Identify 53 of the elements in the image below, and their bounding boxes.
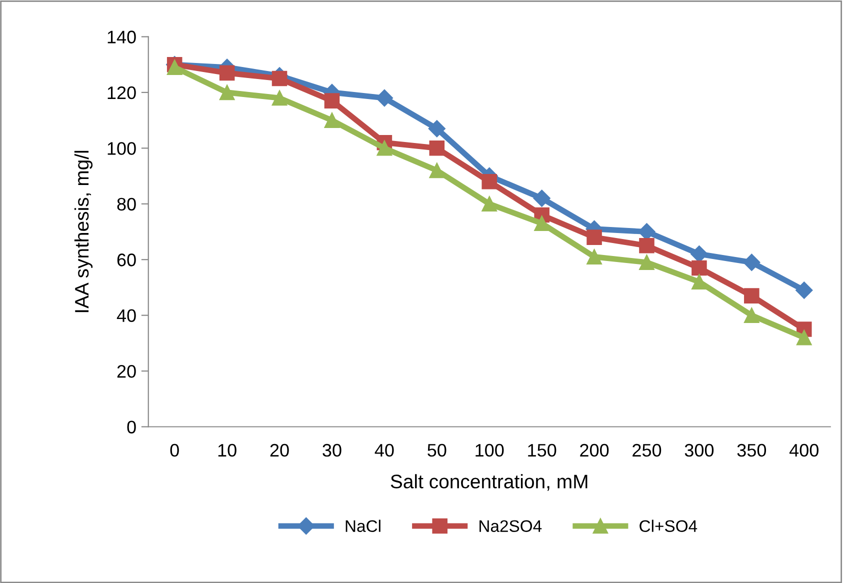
x-tick-label: 400	[789, 444, 818, 457]
y-tick-label: 20	[117, 364, 136, 378]
y-tick-label: 80	[117, 198, 136, 211]
legend-label: NaCl	[346, 520, 380, 532]
point	[796, 330, 812, 346]
x-tick-label: 30	[322, 444, 342, 457]
point	[272, 90, 288, 106]
point	[219, 65, 235, 81]
x-tick-label: 40	[374, 444, 394, 457]
point	[324, 93, 340, 108]
point	[692, 274, 707, 290]
x-tick-label: 50	[428, 444, 446, 457]
x-tick-label: 100	[476, 444, 504, 457]
point	[429, 162, 445, 178]
y-axis-title: IAA synthesis, mg/l	[74, 150, 93, 312]
point	[324, 112, 340, 128]
x-tick-label: 250	[632, 444, 662, 457]
x-tick-label: 200	[580, 444, 609, 457]
point	[428, 120, 446, 138]
point	[166, 60, 182, 76]
point	[376, 89, 393, 107]
y-tick-label: 40	[116, 309, 136, 322]
point	[219, 84, 235, 100]
point	[376, 140, 392, 156]
x-tick-label: 20	[270, 444, 289, 457]
point	[429, 140, 445, 156]
point	[744, 308, 760, 323]
y-tick-label: 120	[108, 86, 136, 100]
point	[743, 254, 760, 271]
point	[796, 282, 813, 299]
x-tick-label: 0	[170, 444, 179, 457]
point	[533, 190, 550, 207]
x-tick-label: 150	[528, 444, 556, 457]
point	[692, 260, 707, 276]
y-tick-label: 100	[108, 142, 136, 155]
point	[482, 174, 497, 190]
legend-label: Na2SO4	[480, 520, 542, 532]
point	[639, 254, 654, 270]
point	[534, 216, 550, 232]
x-tick-label: 10	[218, 444, 236, 457]
point	[639, 238, 654, 254]
point	[586, 249, 602, 264]
y-tick-label: 140	[108, 30, 136, 44]
point	[744, 288, 760, 304]
x-tick-label: 300	[684, 444, 714, 457]
y-tick-label: 0	[127, 420, 136, 434]
point	[482, 196, 497, 212]
x-tick-label: 350	[737, 444, 766, 457]
y-tick-label: 60	[117, 254, 136, 266]
x-axis-title: Salt concentration, mM	[390, 474, 588, 491]
point	[272, 70, 288, 86]
point	[586, 230, 602, 245]
legend-label: Cl+SO4	[640, 520, 698, 532]
